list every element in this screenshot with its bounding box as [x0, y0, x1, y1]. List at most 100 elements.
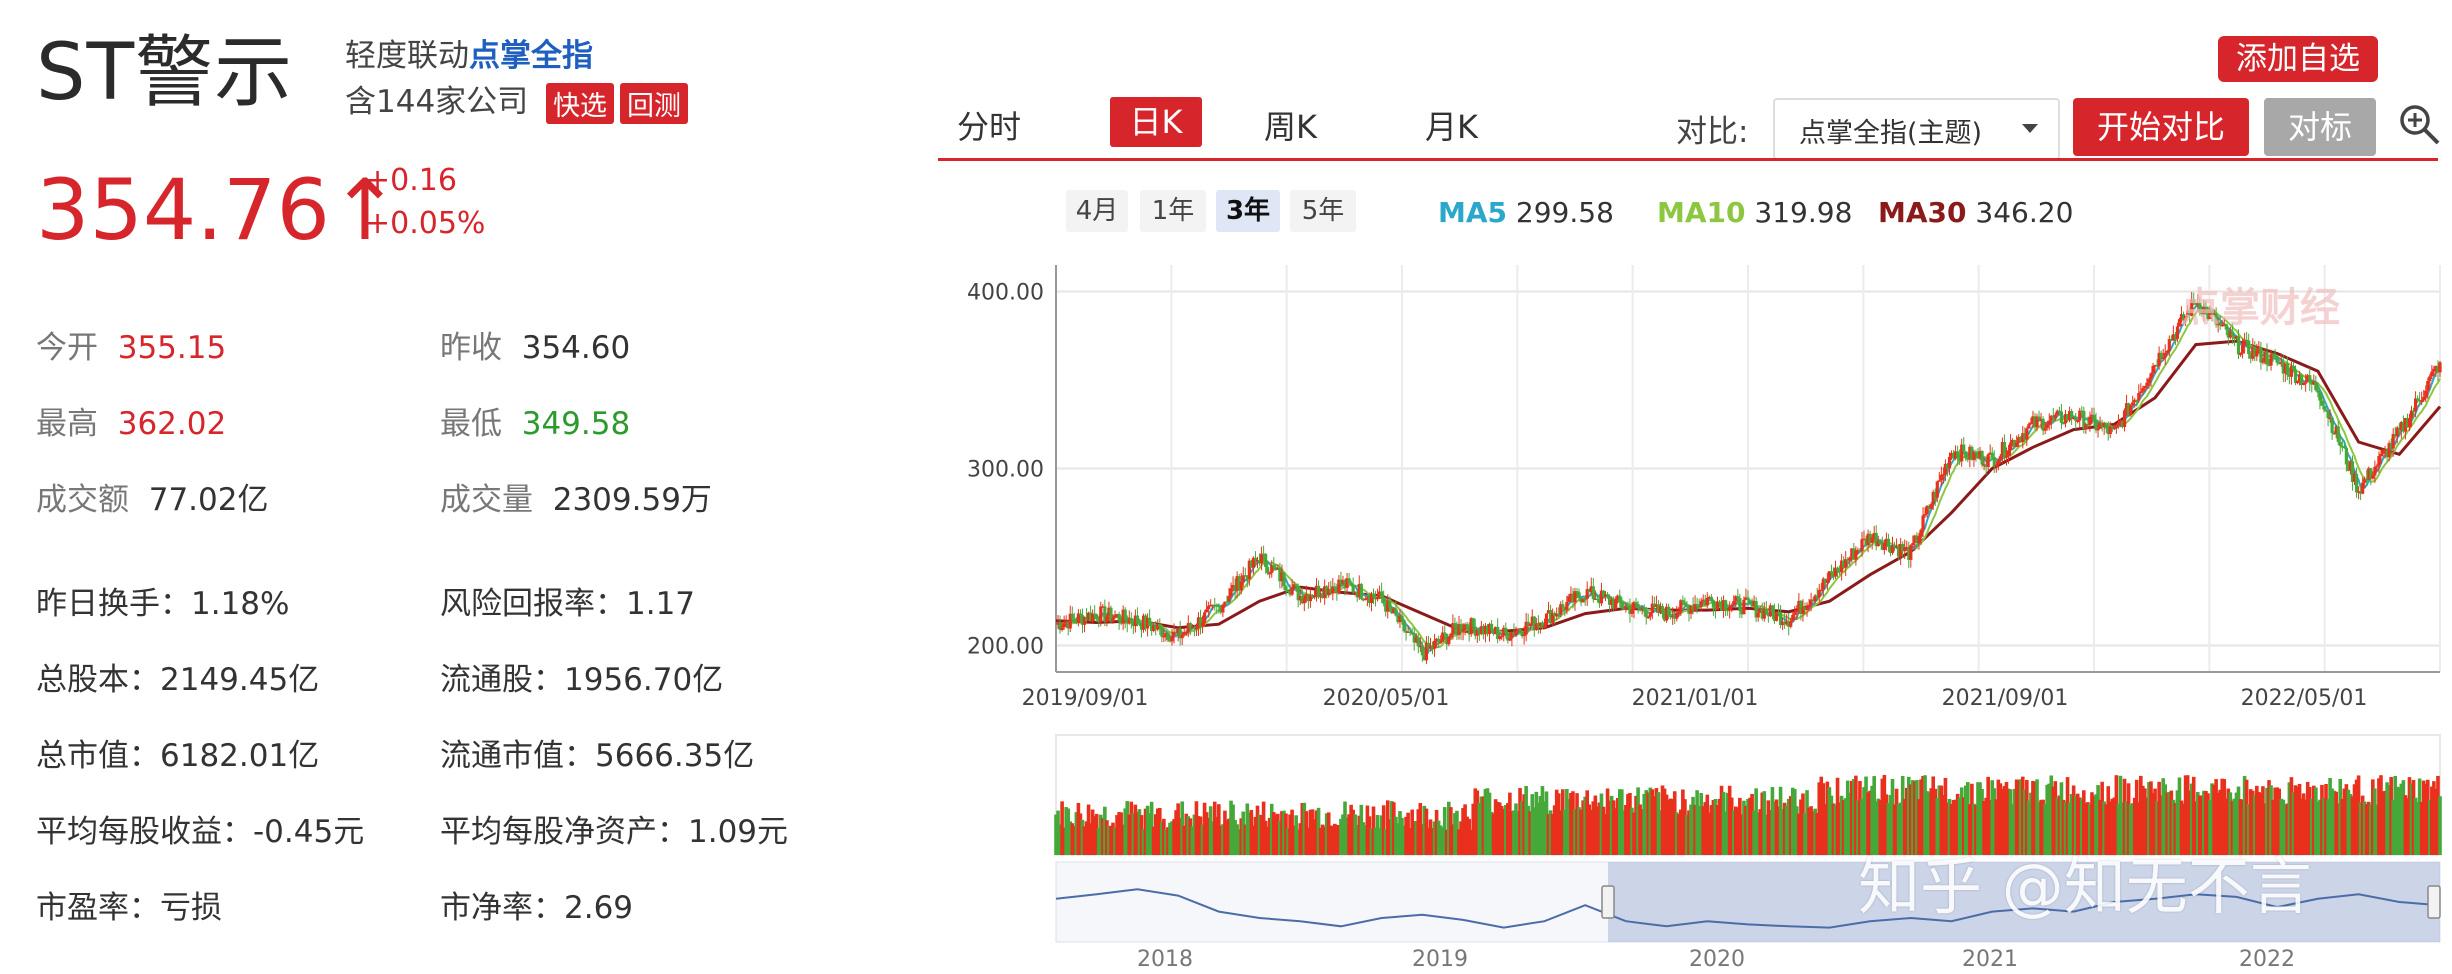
- volume-bar: [1463, 804, 1467, 855]
- range-5y[interactable]: 5年: [1290, 190, 1356, 232]
- volume-bar: [2226, 788, 2231, 855]
- volume-bar: [2383, 790, 2387, 855]
- candle-body: [1516, 629, 1520, 632]
- candle-body: [1817, 589, 1821, 598]
- volume-bar: [1591, 801, 1596, 855]
- candle-body: [2350, 461, 2355, 482]
- volume-bar: [1298, 823, 1303, 855]
- candle-body: [1654, 604, 1659, 607]
- candle-body: [1886, 538, 1891, 547]
- candle-body: [1571, 593, 1575, 603]
- volume-bar: [1455, 810, 1459, 855]
- volume-bar: [2234, 792, 2239, 855]
- candle-body: [1870, 537, 1874, 543]
- volume-bar: [1098, 814, 1103, 855]
- candle-body: [2377, 456, 2381, 466]
- tab-intraday[interactable]: 分时: [957, 108, 1022, 146]
- volume-bar: [2096, 785, 2100, 855]
- candle-body: [1888, 546, 1893, 553]
- volume-bar: [1624, 804, 1628, 855]
- candle-body: [2072, 417, 2076, 419]
- linked-index-link[interactable]: 点掌全指: [469, 38, 593, 74]
- candle-body: [1233, 584, 1237, 591]
- candle-body: [1164, 632, 1168, 636]
- volume-bar: [1182, 825, 1187, 855]
- candle-body: [1587, 589, 1591, 593]
- volume-bar: [1738, 797, 1742, 855]
- volume-bar: [1300, 803, 1305, 855]
- volume-bar: [1945, 802, 1950, 855]
- candle-body: [1455, 627, 1459, 635]
- volume-bar: [2216, 792, 2220, 855]
- volume-bar: [1253, 816, 1258, 855]
- volume-bar: [1141, 829, 1146, 855]
- volume-bar: [1872, 776, 1876, 855]
- candle-body: [2015, 442, 2019, 447]
- candle-body: [1705, 597, 1709, 606]
- start-compare-button[interactable]: 开始对比: [2073, 98, 2249, 156]
- range-4m[interactable]: 4月: [1066, 190, 1128, 232]
- add-watchlist-button[interactable]: 添加自选: [2218, 36, 2378, 82]
- candle-body: [1921, 515, 1925, 530]
- compare-label: 对比:: [1676, 114, 1749, 150]
- volume-bar: [1145, 805, 1150, 855]
- zoom-icon[interactable]: [2398, 103, 2442, 147]
- volume-bar: [2012, 788, 2017, 855]
- volume-bar: [2114, 775, 2119, 855]
- tab-weekly-k[interactable]: 周K: [1264, 108, 1317, 146]
- candle-body: [1406, 631, 1410, 634]
- candle-body: [1418, 645, 1422, 648]
- candle-body: [1569, 593, 1573, 597]
- candle-body: [2120, 420, 2125, 428]
- volume-bar: [2348, 793, 2353, 855]
- candle-body: [1323, 586, 1327, 598]
- compare-select[interactable]: 点掌全指(主题): [1773, 98, 2060, 160]
- volume-bar: [2401, 780, 2406, 855]
- volume-bar: [1866, 792, 1870, 855]
- volume-bar: [1882, 775, 1887, 855]
- stat-prev-close: 昨收 354.60: [440, 330, 631, 366]
- candle-body: [1890, 545, 1895, 553]
- candle-body: [1166, 632, 1170, 640]
- volume-bar: [1229, 800, 1233, 855]
- volume-bar: [1168, 822, 1172, 855]
- candle-body: [1331, 586, 1335, 594]
- tab-daily-k[interactable]: 日K: [1110, 97, 1202, 147]
- candle-body: [1378, 591, 1382, 598]
- volume-bar: [1471, 803, 1476, 855]
- volume-bar: [1286, 828, 1290, 855]
- volume-bar: [1768, 810, 1773, 855]
- candle-body: [1555, 613, 1559, 617]
- candle-body: [1186, 623, 1190, 632]
- volume-bar: [1996, 779, 2001, 855]
- backtest-button[interactable]: 回测: [620, 83, 689, 124]
- candle-body: [2310, 382, 2314, 385]
- candle-body: [1662, 613, 1667, 621]
- volume-bar: [1994, 799, 1999, 855]
- volume-bar: [2063, 801, 2068, 855]
- candle-body: [1974, 451, 1978, 454]
- candle-body: [2139, 391, 2143, 394]
- volume-bar: [1180, 801, 1184, 855]
- range-3y[interactable]: 3年: [1216, 190, 1280, 232]
- candle-body: [1697, 606, 1701, 608]
- candle-body: [1536, 623, 1540, 627]
- volume-bar: [2255, 785, 2259, 855]
- volume-bar: [1534, 791, 1539, 855]
- tab-monthly-k[interactable]: 月K: [1425, 108, 1478, 146]
- quick-select-button[interactable]: 快选: [546, 83, 615, 124]
- candle-body: [2295, 380, 2300, 384]
- candle-body: [1072, 618, 1076, 622]
- candle-body: [1730, 604, 1734, 607]
- candle-body: [2434, 366, 2438, 369]
- volume-bar: [2301, 793, 2306, 855]
- volume-bar: [1589, 809, 1594, 855]
- volume-bar: [1575, 793, 1579, 855]
- candle-body: [1117, 614, 1121, 622]
- volume-bar: [1271, 812, 1276, 855]
- candle-body: [1677, 612, 1681, 614]
- benchmark-button[interactable]: 对标: [2264, 98, 2376, 156]
- candle-body: [1196, 617, 1201, 628]
- range-1y[interactable]: 1年: [1140, 190, 1206, 232]
